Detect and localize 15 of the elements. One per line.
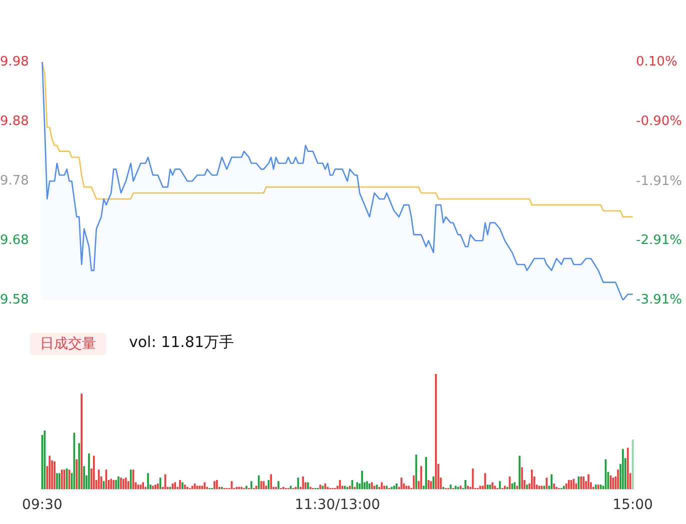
y2-tick-label: -3.91% [636, 292, 682, 308]
y2-tick-label: -2.91% [636, 233, 682, 248]
y-tick-label: 9.58 [0, 292, 29, 308]
y2-tick-label: -0.90% [636, 114, 682, 129]
y-tick-label: 9.88 [0, 114, 29, 129]
y-tick-label: 9.98 [0, 54, 29, 70]
y2-tick-label: 0.10% [636, 54, 678, 70]
x-tick-label: 09:30 [22, 497, 62, 514]
chart-title: 日成交量 [30, 333, 106, 355]
y-tick-label: 9.78 [0, 173, 29, 188]
x-tick-label: 15:00 [612, 497, 653, 514]
x-tick-label: 11:30/13:00 [294, 497, 380, 514]
y2-tick-label: -1.91% [636, 174, 682, 189]
chart-subtitle: vol: 11.81万手 [129, 333, 234, 352]
y-tick-label: 9.68 [0, 233, 29, 248]
